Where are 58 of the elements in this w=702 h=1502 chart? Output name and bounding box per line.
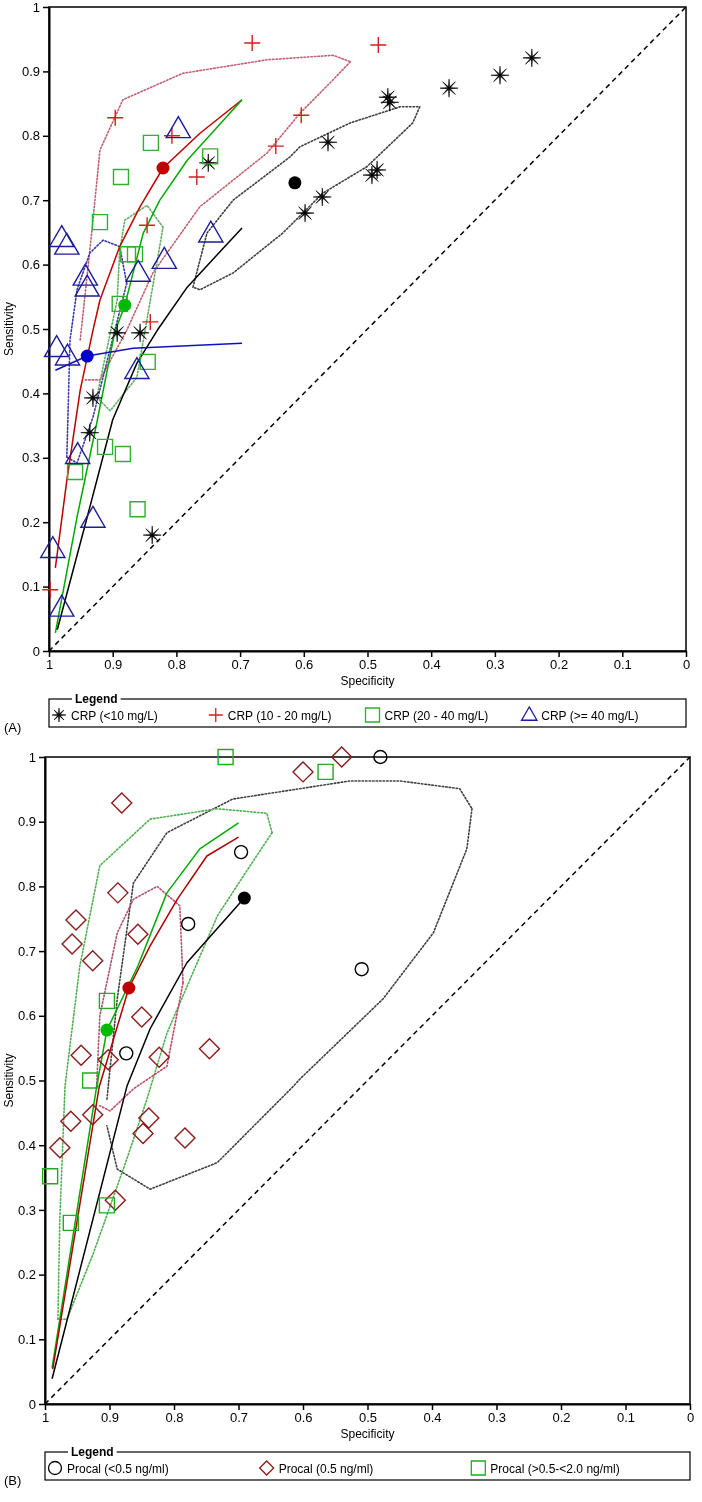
y-tick-label: 0.3 — [21, 450, 40, 466]
y-axis-title: Sensitivity — [2, 301, 16, 357]
x-tick-label: 0.6 — [294, 1410, 313, 1426]
x-tick-label: 0.9 — [104, 657, 123, 673]
x-tick-label: 0.4 — [422, 657, 441, 673]
y-tick-label: 1 — [32, 0, 40, 15]
y-tick-label: 0.5 — [21, 321, 40, 337]
x-tick-label: 0.2 — [550, 657, 569, 673]
legend-title: Legend — [75, 692, 118, 706]
x-tick-label: 0 — [682, 657, 691, 673]
y-tick-label: 0.1 — [17, 1331, 36, 1347]
y-tick-label: 0.7 — [21, 192, 40, 208]
y-tick-label: 0.5 — [17, 1073, 36, 1089]
y-tick-label: 0.8 — [17, 879, 36, 895]
y-tick-label: 0.2 — [21, 514, 40, 530]
x-tick-label: 0.5 — [358, 657, 378, 673]
legend-label: Procal (<0.5 ng/ml) — [67, 1461, 169, 1476]
text: (A) — [4, 720, 22, 735]
y-tick-label: 0.4 — [21, 386, 40, 402]
x-tick-label: 0.5 — [358, 1410, 378, 1426]
x-tick-label: 0.4 — [423, 1410, 442, 1426]
y-tick-label: 0.2 — [17, 1267, 36, 1283]
y-tick-label: 0.9 — [17, 814, 36, 830]
x-tick-label: 0.7 — [229, 1410, 249, 1426]
x-tick-label: 0.8 — [165, 1410, 184, 1426]
x-tick-label: 0 — [686, 1410, 695, 1426]
y-tick-label: 0.4 — [17, 1137, 36, 1153]
x-axis-title: Specificity — [340, 1427, 395, 1441]
legend-label: CRP (<10 mg/L) — [71, 708, 158, 723]
x-tick-label: 0.1 — [613, 657, 632, 673]
y-tick-label: 0.1 — [21, 579, 40, 595]
x-tick-label: 0.3 — [486, 657, 505, 673]
y-tick-label: 0.9 — [21, 64, 40, 80]
x-tick-label: 0.7 — [231, 657, 250, 673]
y-tick-label: 0.6 — [21, 257, 40, 273]
y-tick-label: 0.7 — [17, 943, 36, 959]
legend-label: Procal (>0.5-<2.0 ng/ml) — [490, 1461, 620, 1476]
x-axis-title: Specificity — [340, 674, 395, 688]
y-tick-label: 0.3 — [17, 1202, 36, 1218]
x-tick-label: 0.2 — [552, 1410, 571, 1426]
x-tick-label: 0.8 — [167, 657, 186, 673]
legend-label: CRP (10 - 20 mg/L) — [227, 708, 332, 723]
x-tick-label: 0.1 — [616, 1410, 636, 1426]
text: (B) — [4, 1473, 22, 1488]
legend-label: CRP (>= 40 mg/L) — [541, 708, 639, 723]
x-tick-label: 0.3 — [487, 1410, 507, 1426]
legend-title: Legend — [71, 1445, 114, 1459]
y-axis-title: Sensitivity — [2, 1053, 16, 1108]
x-tick-label: 0.9 — [100, 1410, 120, 1426]
legend-label: Procal (0.5 ng/ml) — [278, 1461, 374, 1476]
y-tick-label: 0 — [28, 1396, 36, 1412]
y-tick-label: 0.8 — [21, 128, 40, 144]
x-tick-label: 1 — [45, 657, 54, 673]
y-tick-label: 1 — [28, 749, 36, 765]
x-tick-label: 0.6 — [295, 657, 314, 673]
y-tick-label: 0 — [32, 643, 40, 659]
legend-label: CRP (20 - 40 mg/L) — [384, 708, 489, 723]
y-tick-label: 0.6 — [17, 1008, 36, 1024]
